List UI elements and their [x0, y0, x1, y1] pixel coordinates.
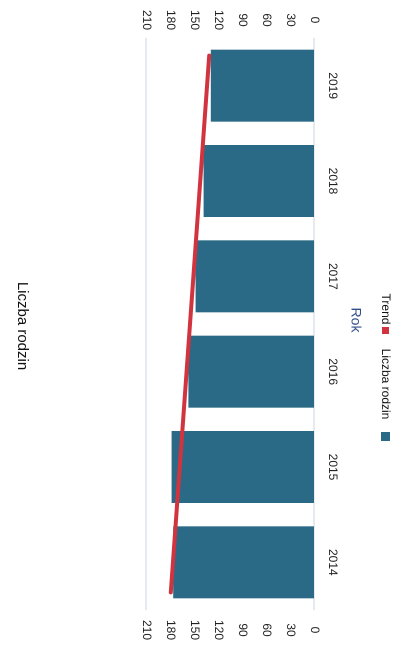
bar	[188, 335, 314, 408]
tick-label: 30	[284, 13, 298, 27]
tick-label: 150	[188, 10, 202, 30]
tick-label: 120	[212, 10, 226, 30]
category-label: 2019	[326, 72, 340, 99]
bars-group	[171, 49, 314, 599]
tick-label: 0	[308, 627, 322, 634]
bar	[195, 240, 314, 313]
category-label: 2017	[326, 263, 340, 290]
trend-line	[168, 53, 212, 595]
tick-label: 0	[308, 17, 322, 24]
legend-swatch-trend	[382, 327, 389, 334]
tick-label: 120	[212, 620, 226, 640]
category-label: 2016	[326, 358, 340, 385]
category-axis-title: Rok	[348, 308, 364, 334]
legend: Liczba rodzin Trend	[379, 294, 393, 441]
bar	[203, 145, 314, 217]
bar	[210, 49, 314, 122]
tick-label: 90	[236, 13, 250, 27]
tick-label: 60	[260, 623, 274, 637]
tick-label: 180	[164, 620, 178, 640]
category-label: 2015	[326, 454, 340, 481]
bar	[173, 526, 314, 599]
category-label: 2018	[326, 168, 340, 195]
tick-label: 150	[188, 620, 202, 640]
tick-label: 210	[140, 10, 154, 30]
tick-label: 30	[284, 623, 298, 637]
tick-label: 90	[236, 623, 250, 637]
tick-label: 180	[164, 10, 178, 30]
category-axis: 2014 2015 2016 2017 2018 2019	[326, 72, 340, 576]
legend-swatch-bars	[381, 432, 390, 441]
value-axis-bottom: 0 30 60 90 120 150 180 210	[140, 620, 322, 640]
chart-title: Liczba rodzin	[14, 282, 31, 370]
plot-area	[145, 38, 315, 610]
category-label: 2014	[326, 549, 340, 576]
legend-label-bars: Liczba rodzin	[379, 349, 393, 420]
tick-label: 60	[260, 13, 274, 27]
legend-label-trend: Trend	[379, 294, 393, 325]
tick-label: 210	[140, 620, 154, 640]
value-axis-top: 0 30 60 90 120 150 180 210	[140, 10, 322, 30]
bar	[171, 431, 314, 503]
